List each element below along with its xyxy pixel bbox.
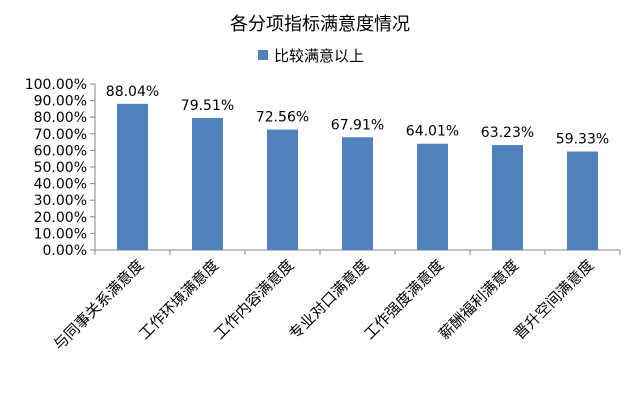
y-tick-label: 20.00% [34, 210, 87, 226]
y-tick-label: 80.00% [34, 110, 87, 126]
legend: 比较满意以上 [258, 46, 365, 65]
y-tick-label: 90.00% [34, 94, 87, 110]
data-label: 64.01% [406, 124, 459, 140]
data-label: 67.91% [331, 117, 384, 133]
legend-swatch [258, 50, 268, 60]
chart-title: 各分项指标满意度情况 [230, 14, 410, 35]
x-tick-label: 与同事关系满意度 [50, 256, 148, 354]
y-tick-label: 0.00% [43, 243, 87, 259]
bar [567, 151, 598, 250]
bar [117, 103, 148, 250]
data-label: 59.33% [556, 132, 609, 148]
data-label: 63.23% [481, 125, 534, 141]
x-tick-label: 晋升空间满意度 [510, 256, 597, 343]
y-tick-label: 70.00% [34, 127, 87, 143]
legend-label: 比较满意以上 [274, 46, 365, 65]
data-label: 72.56% [256, 110, 309, 126]
y-tick-label: 100.00% [25, 77, 87, 93]
bar [192, 118, 223, 250]
y-tick-label: 60.00% [34, 143, 87, 159]
bar [417, 143, 448, 250]
bar [342, 137, 373, 250]
y-tick-label: 30.00% [34, 193, 87, 209]
bar [267, 129, 298, 250]
y-tick-label: 10.00% [34, 226, 87, 242]
data-label: 79.51% [181, 98, 234, 114]
y-tick-label: 50.00% [34, 160, 87, 176]
y-tick-label: 40.00% [34, 177, 87, 193]
bar [492, 145, 523, 250]
data-label: 88.04% [106, 84, 159, 100]
